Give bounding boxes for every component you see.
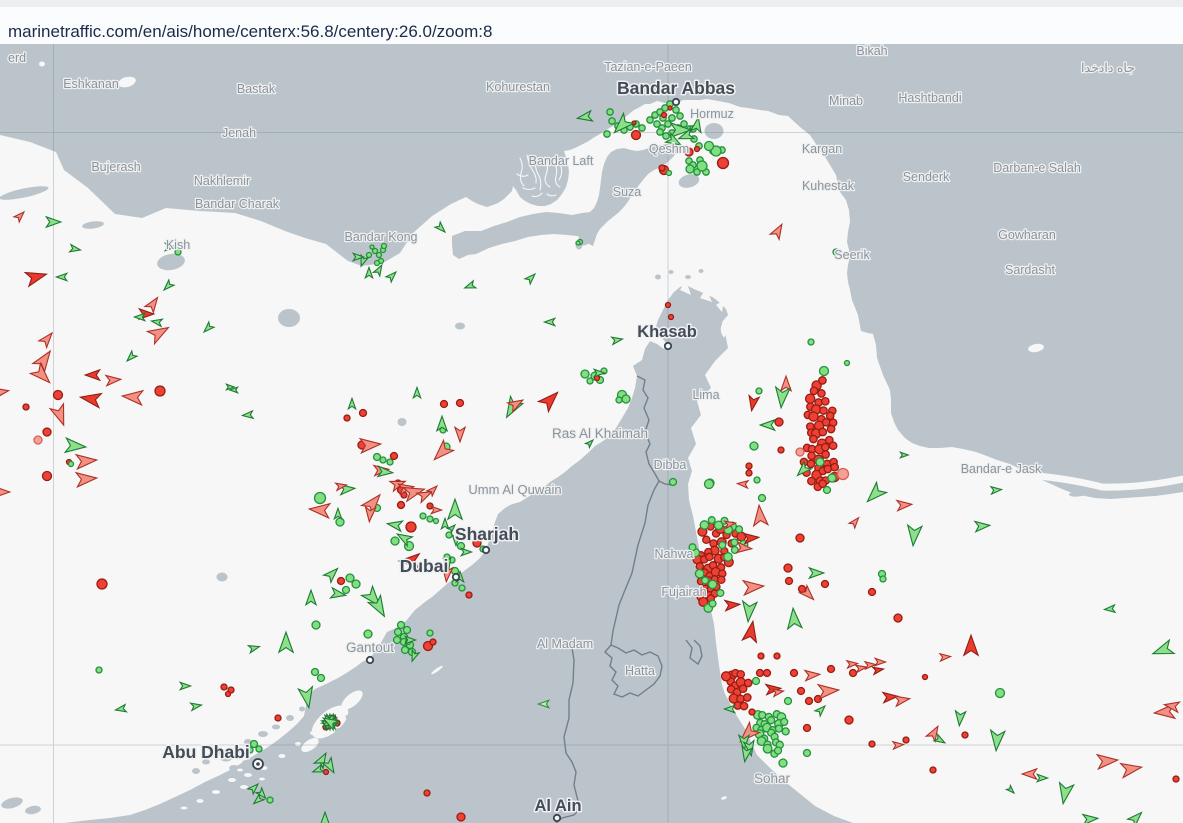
svg-text:Abu Dhabi: Abu Dhabi — [162, 742, 250, 762]
svg-text:Suza: Suza — [613, 185, 642, 199]
svg-text:Kish: Kish — [166, 238, 190, 252]
svg-text:Eshkanan: Eshkanan — [63, 77, 119, 91]
svg-text:erd: erd — [8, 51, 26, 65]
svg-text:Jenah: Jenah — [222, 126, 256, 140]
svg-text:Nakhlemir: Nakhlemir — [194, 174, 250, 188]
svg-text:Bandar Kong: Bandar Kong — [345, 230, 418, 244]
svg-text:Al Madam: Al Madam — [537, 637, 593, 651]
svg-text:Dubai: Dubai — [400, 556, 449, 576]
svg-text:Bandar Charak: Bandar Charak — [195, 197, 280, 211]
svg-text:Sardasht: Sardasht — [1005, 263, 1056, 277]
svg-text:Lima: Lima — [692, 388, 719, 402]
svg-text:Bandar Abbas: Bandar Abbas — [617, 78, 735, 98]
svg-text:Dibba: Dibba — [654, 458, 687, 472]
svg-text:Sharjah: Sharjah — [455, 524, 519, 544]
svg-text:Seerik: Seerik — [834, 248, 870, 262]
svg-text:Hatta: Hatta — [625, 664, 655, 678]
svg-text:Gantout: Gantout — [346, 640, 394, 655]
svg-text:Darban-e Salah: Darban-e Salah — [993, 161, 1081, 175]
svg-text:Bastak: Bastak — [237, 82, 276, 96]
svg-text:Kuhestak: Kuhestak — [802, 179, 855, 193]
svg-text:Qeshm: Qeshm — [649, 142, 689, 156]
svg-text:Ras Al Khaimah: Ras Al Khaimah — [552, 426, 648, 441]
svg-text:Minab: Minab — [829, 94, 863, 108]
svg-text:Kohurestan: Kohurestan — [486, 80, 550, 94]
svg-text:Kargan: Kargan — [802, 142, 842, 156]
svg-text:Sohar: Sohar — [754, 771, 791, 786]
svg-text:Hashtbandi: Hashtbandi — [898, 91, 961, 105]
svg-text:Al Ain: Al Ain — [534, 797, 581, 815]
svg-text:Tazian-e-Paeen: Tazian-e-Paeen — [604, 60, 692, 74]
svg-text:Bandar Laft: Bandar Laft — [529, 154, 594, 168]
svg-text:Khasab: Khasab — [637, 323, 697, 341]
svg-text:Gowharan: Gowharan — [998, 228, 1056, 242]
svg-text:Senderk: Senderk — [903, 170, 950, 184]
svg-text:جاه دادخدا: جاه دادخدا — [1081, 61, 1135, 75]
svg-text:Bandar-e Jask: Bandar-e Jask — [961, 462, 1042, 476]
svg-text:Bujerash: Bujerash — [91, 160, 140, 174]
svg-text:Hormuz: Hormuz — [690, 107, 734, 121]
svg-text:Fujairah: Fujairah — [661, 585, 706, 599]
svg-text:Umm Al Quwain: Umm Al Quwain — [468, 482, 561, 497]
svg-text:Nahwa: Nahwa — [655, 547, 694, 561]
svg-text:Bikah: Bikah — [856, 44, 887, 58]
